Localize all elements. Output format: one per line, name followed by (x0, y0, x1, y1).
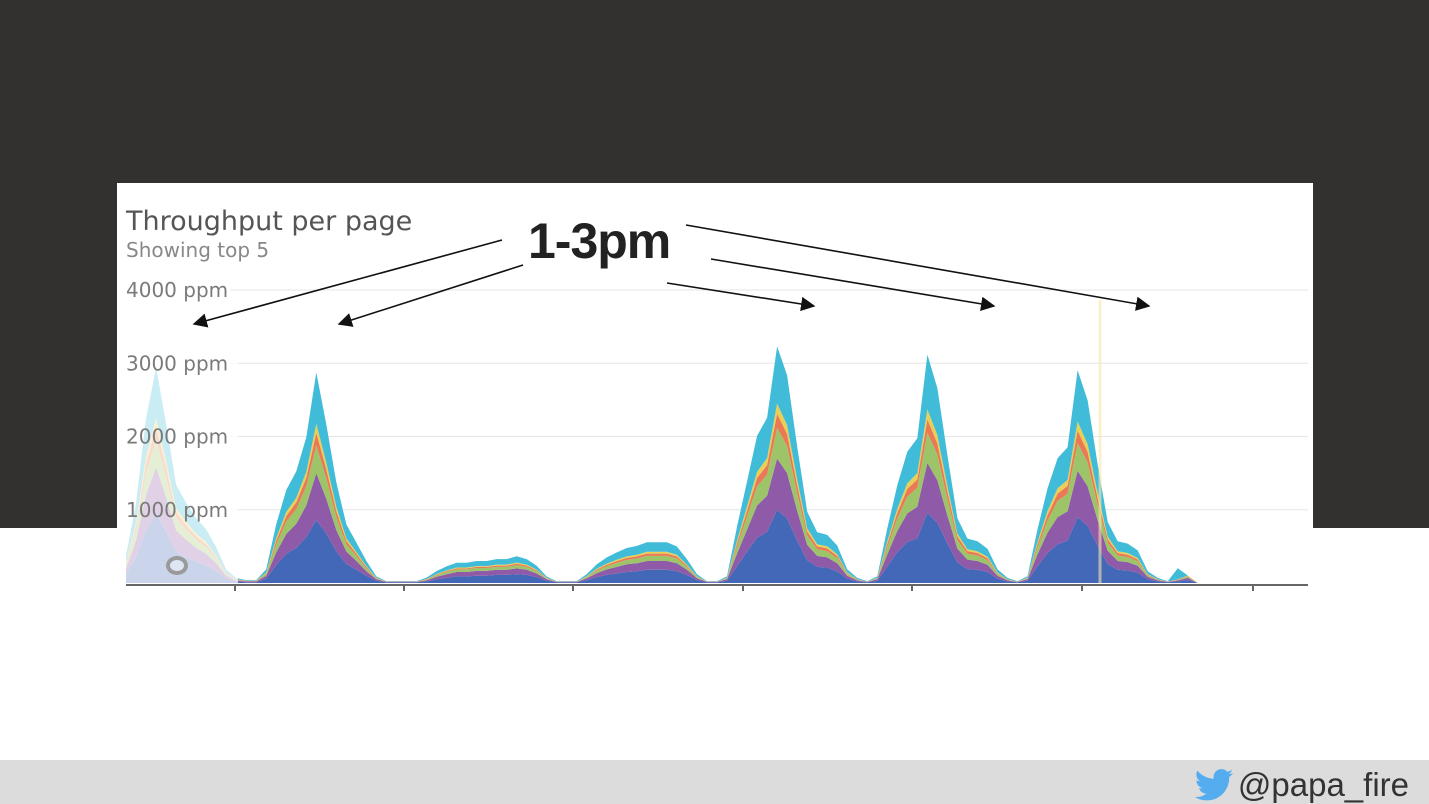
twitter-handle: @papa_fire (1237, 766, 1409, 803)
area-series-1 (126, 509, 1308, 583)
slide-footer-bar (0, 760, 1429, 804)
x-axis (126, 584, 1308, 591)
callout-arrow-2 (337, 264, 524, 327)
callout-arrow-5 (685, 224, 1151, 311)
area-series-2 (126, 458, 1308, 583)
y-tick-label: 3000 ppm (126, 351, 228, 375)
callout-arrows (192, 224, 1151, 328)
chart-title: Throughput per page (126, 206, 413, 237)
callout-arrow-1 (192, 239, 503, 328)
y-tick-label: 2000 ppm (126, 425, 228, 449)
chart-subtitle: Showing top 5 (126, 238, 270, 262)
y-tick-label: 1000 ppm (126, 498, 228, 522)
time-callout: 1-3pm (528, 213, 671, 269)
zoom-window-overlay (126, 300, 238, 583)
footer-handle: @papa_fire (1194, 766, 1409, 804)
y-tick-labels: 4000 ppm 3000 ppm 2000 ppm 1000 ppm (126, 278, 228, 522)
range-handle[interactable] (166, 556, 188, 575)
callout-arrow-3 (666, 282, 816, 312)
callout-arrow-4 (710, 258, 996, 311)
twitter-bird-icon (1194, 769, 1234, 801)
stacked-areas (126, 300, 1308, 583)
y-tick-label: 4000 ppm (126, 278, 228, 302)
